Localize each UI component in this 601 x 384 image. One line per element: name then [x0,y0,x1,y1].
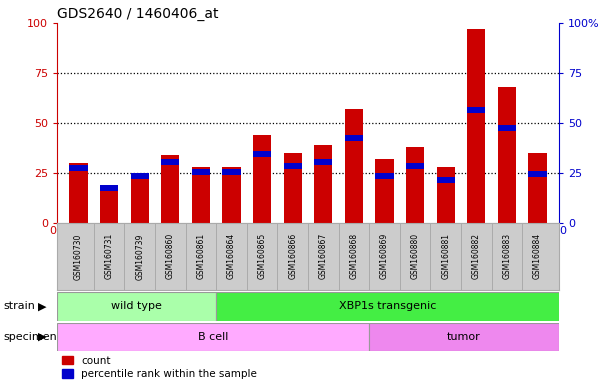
Bar [284,163,302,169]
Bar [161,155,180,223]
Bar [467,107,486,113]
Bar [69,165,88,171]
Text: GSM160880: GSM160880 [410,233,419,280]
Bar [436,177,455,183]
Text: GSM160730: GSM160730 [74,233,83,280]
Text: GSM160866: GSM160866 [288,233,297,280]
Bar [345,135,363,141]
Text: ▶: ▶ [38,301,46,311]
Bar [406,147,424,223]
Bar [284,153,302,223]
Bar [436,167,455,223]
Bar [314,145,332,223]
Text: GSM160864: GSM160864 [227,233,236,280]
Bar [498,125,516,131]
Bar [314,159,332,165]
Bar [467,29,486,223]
Bar [345,109,363,223]
Bar [369,323,559,351]
Bar [528,171,547,177]
Text: GSM160739: GSM160739 [135,233,144,280]
Text: GSM160883: GSM160883 [502,233,511,280]
Text: GSM160884: GSM160884 [533,233,542,280]
Bar [222,169,240,175]
Text: GSM160865: GSM160865 [258,233,267,280]
Bar [222,167,240,223]
Text: ▶: ▶ [38,332,46,342]
Bar [406,163,424,169]
Bar [57,292,216,321]
Text: GSM160860: GSM160860 [166,233,175,280]
Bar [216,292,559,321]
Text: B cell: B cell [198,332,228,342]
Bar [100,185,118,223]
Text: wild type: wild type [111,301,162,311]
Legend: count, percentile rank within the sample: count, percentile rank within the sample [63,356,257,379]
Bar [192,169,210,175]
Bar [69,163,88,223]
Text: GSM160731: GSM160731 [105,233,114,280]
Text: GSM160867: GSM160867 [319,233,328,280]
Text: GSM160868: GSM160868 [349,233,358,280]
Bar [498,87,516,223]
Bar [376,173,394,179]
Text: strain: strain [3,301,35,311]
Bar [528,153,547,223]
Bar [130,173,149,179]
Text: GSM160869: GSM160869 [380,233,389,280]
Text: GSM160881: GSM160881 [441,233,450,279]
Bar [376,159,394,223]
Text: tumor: tumor [447,332,481,342]
Bar [130,173,149,223]
Bar [253,135,271,223]
Text: GSM160861: GSM160861 [197,233,206,280]
Bar [253,151,271,157]
Bar [100,185,118,191]
Text: XBP1s transgenic: XBP1s transgenic [339,301,436,311]
Bar [57,323,369,351]
Text: 0: 0 [560,226,567,236]
Text: GSM160882: GSM160882 [472,233,481,279]
Bar [161,159,180,165]
Text: specimen: specimen [3,332,56,342]
Text: 0: 0 [49,226,56,236]
Text: GDS2640 / 1460406_at: GDS2640 / 1460406_at [57,7,219,21]
Bar [192,167,210,223]
